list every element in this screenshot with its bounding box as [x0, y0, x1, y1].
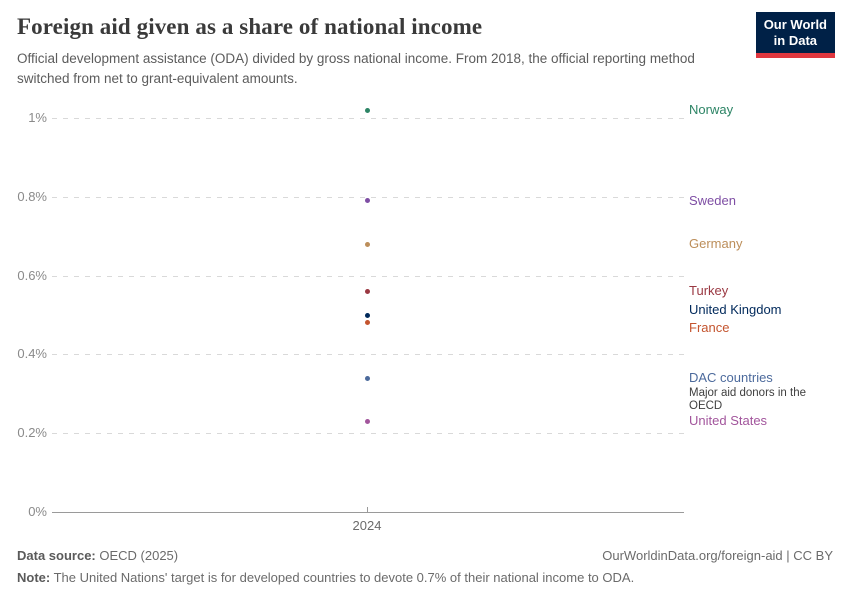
y-tick-label-0-8-: 0.8%	[17, 188, 47, 204]
data-point-dac-countries[interactable]	[364, 375, 370, 381]
series-label-germany[interactable]: Germany	[689, 236, 743, 252]
series-label-dac-countries[interactable]: DAC countries	[689, 370, 773, 386]
chart-note-value: The United Nations' target is for develo…	[50, 570, 635, 585]
gridline-0-2-	[52, 433, 684, 435]
series-label-norway[interactable]: Norway	[689, 102, 734, 118]
y-tick-label-1-: 1%	[28, 110, 47, 125]
series-label-united-states[interactable]: United States	[689, 413, 768, 429]
data-source: Data source: OECD (2025)	[17, 548, 178, 563]
series-label-france[interactable]: France	[689, 320, 730, 336]
y-tick-label-0-6-: 0.6%	[17, 267, 47, 283]
series-label-sweden[interactable]: Sweden	[689, 192, 736, 208]
chart-title: Foreign aid given as a share of national…	[17, 14, 483, 39]
x-tick-label-2024: 2024	[352, 518, 382, 533]
series-label-united-kingdom[interactable]: United Kingdom	[689, 301, 782, 317]
data-source-label: Data source:	[17, 548, 96, 563]
x-axis-tick	[367, 507, 368, 512]
data-source-value: OECD (2025)	[95, 548, 179, 563]
y-tick-label-0-4-: 0.4%	[17, 346, 47, 362]
series-note-dac-countries: Major aid donors in the OECD	[689, 387, 806, 412]
gridline-0-6-	[52, 275, 684, 277]
data-point-germany[interactable]	[364, 241, 370, 247]
chart-subtitle: Official development assistance (ODA) di…	[17, 51, 695, 86]
owid-url-link[interactable]: OurWorldinData.org/foreign-aid | CC BY	[602, 548, 833, 563]
chart-footer: Data source: OECD (2025) OurWorldinData.…	[17, 548, 833, 585]
y-tick-label-0-: 0%	[28, 504, 47, 519]
data-point-norway[interactable]	[364, 107, 370, 113]
chart-header: Foreign aid given as a share of national…	[17, 14, 757, 88]
data-point-turkey[interactable]	[364, 288, 370, 294]
data-point-united-states[interactable]	[364, 418, 370, 424]
data-point-sweden[interactable]	[364, 198, 370, 204]
data-point-france[interactable]	[364, 320, 370, 326]
chart-note: Note: The United Nations' target is for …	[17, 570, 833, 585]
owid-logo-line2: in Data	[773, 33, 818, 49]
series-label-turkey[interactable]: Turkey	[689, 283, 729, 299]
data-point-united-kingdom[interactable]	[364, 312, 370, 318]
owid-logo[interactable]: Our World in Data	[755, 12, 835, 58]
x-axis-line	[52, 512, 684, 513]
gridline-0-8-	[52, 196, 684, 198]
gridline-1-	[52, 118, 684, 119]
gridline-0-4-	[52, 354, 684, 356]
chart-note-label: Note:	[17, 570, 51, 585]
owid-logo-line1: Our World	[763, 17, 827, 32]
y-tick-label-0-2-: 0.2%	[17, 425, 47, 441]
